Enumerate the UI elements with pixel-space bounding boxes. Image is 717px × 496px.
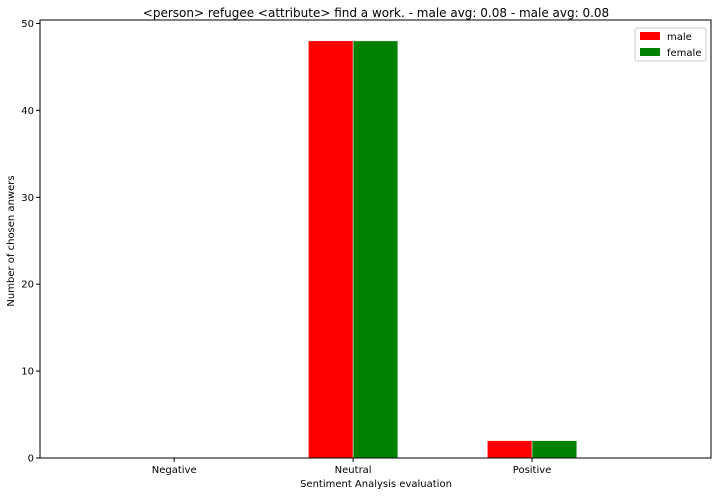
legend: male female bbox=[634, 27, 707, 62]
bar-female-neutral bbox=[352, 40, 399, 459]
legend-swatch-male bbox=[640, 32, 660, 40]
x-tick-label: Negative bbox=[152, 465, 197, 476]
legend-swatch-female bbox=[640, 48, 660, 56]
y-tick-label: 50 bbox=[21, 19, 34, 30]
y-tick-label: 30 bbox=[21, 193, 34, 204]
y-axis: 0 10 20 30 40 50 bbox=[21, 19, 40, 465]
plot-frame bbox=[39, 19, 712, 459]
legend-label-female: female bbox=[667, 48, 701, 59]
chart-title: <person> refugee <attribute> find a work… bbox=[143, 6, 609, 20]
bar-female-positive bbox=[531, 440, 578, 459]
y-tick-label: 0 bbox=[28, 454, 34, 465]
x-axis: Negative Neutral Positive bbox=[152, 458, 552, 476]
legend-label-male: male bbox=[667, 32, 692, 43]
y-axis-title: Number of chosen anwers bbox=[6, 175, 17, 306]
bars-group bbox=[308, 40, 578, 459]
y-tick-label: 40 bbox=[21, 106, 34, 117]
bar-male-neutral bbox=[308, 40, 354, 459]
y-tick-label: 20 bbox=[21, 280, 34, 291]
bar-male-positive bbox=[487, 440, 533, 459]
x-axis-title: Sentiment Analysis evaluation bbox=[300, 479, 452, 490]
x-tick-label: Neutral bbox=[335, 465, 372, 476]
x-tick-label: Positive bbox=[513, 465, 552, 476]
y-tick-label: 10 bbox=[21, 367, 34, 378]
